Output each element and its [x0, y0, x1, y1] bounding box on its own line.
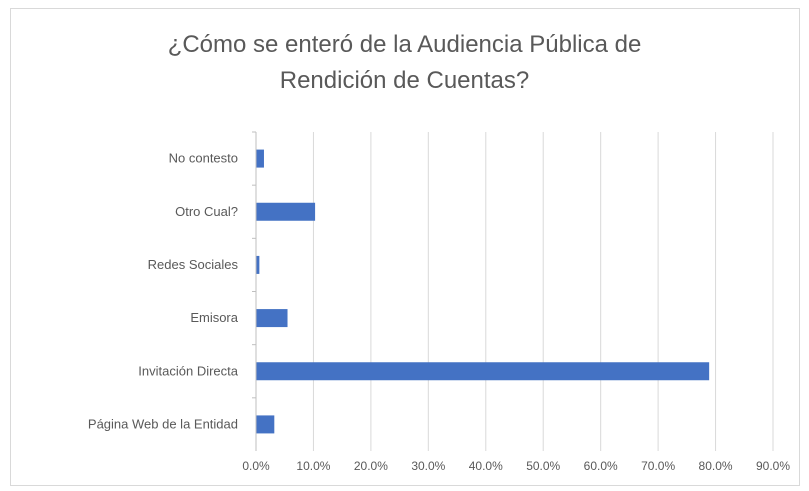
- bar-4: [256, 362, 710, 381]
- chart-title-line-1: ¿Cómo se enteró de la Audiencia Pública …: [167, 31, 642, 58]
- category-label-2: Redes Sociales: [148, 257, 239, 272]
- x-tick-label-1: 10.0%: [296, 459, 330, 473]
- category-label-5: Página Web de la Entidad: [88, 416, 238, 431]
- chart-title-line-2: Rendición de Cuentas?: [279, 67, 530, 94]
- chart-title: ¿Cómo se enteró de la Audiencia Pública …: [0, 27, 809, 99]
- category-label-0: No contesto: [169, 151, 238, 166]
- x-tick-label-4: 40.0%: [469, 459, 503, 473]
- x-tick-label-9: 90.0%: [756, 459, 790, 473]
- category-label-4: Invitación Directa: [138, 363, 238, 378]
- bar-1: [256, 202, 316, 221]
- chart-frame: [10, 8, 800, 486]
- bar-5: [256, 415, 275, 434]
- x-tick-label-7: 70.0%: [641, 459, 675, 473]
- x-tick-label-5: 50.0%: [526, 459, 560, 473]
- bar-2: [256, 255, 260, 274]
- bar-3: [256, 309, 288, 328]
- x-tick-label-2: 20.0%: [354, 459, 388, 473]
- x-tick-label-0: 0.0%: [242, 459, 270, 473]
- x-tick-label-3: 30.0%: [411, 459, 445, 473]
- x-tick-label-6: 60.0%: [584, 459, 618, 473]
- bar-0: [256, 149, 264, 168]
- category-label-1: Otro Cual?: [175, 204, 238, 219]
- x-tick-label-8: 80.0%: [699, 459, 733, 473]
- category-label-3: Emisora: [190, 310, 238, 325]
